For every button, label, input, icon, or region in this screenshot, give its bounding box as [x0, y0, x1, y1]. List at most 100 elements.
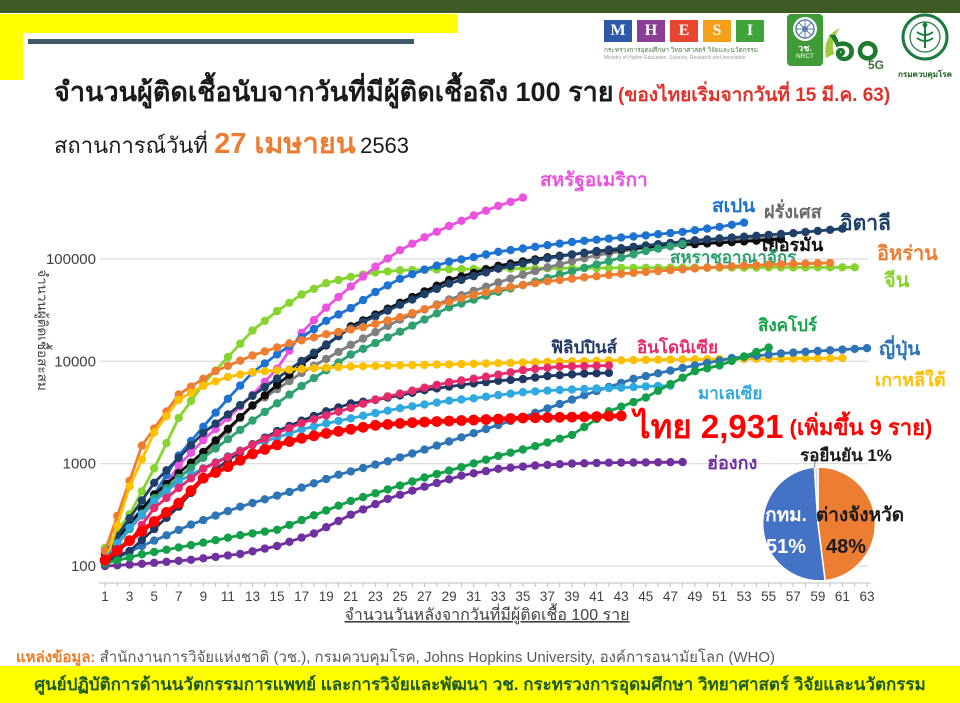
mhesi-ministry-thai: กระทรวงการอุดมศึกษา วิทยาศาสตร์ วิจัยและ… [604, 47, 758, 54]
series-dot-usa [395, 246, 405, 255]
mhesi-ministry-english: Ministry of Higher Education, Science, R… [604, 55, 746, 61]
series-dot-france [531, 266, 540, 276]
series-dot-italy [764, 230, 773, 240]
series-dot-uk [580, 263, 589, 272]
series-dot-malaysia [629, 382, 638, 392]
series-dot-italy [776, 229, 786, 239]
series-dot-usa [371, 262, 380, 271]
mhesi-letter-H: H [637, 20, 665, 42]
series-dot-spain [199, 422, 208, 431]
series-dot-thailand [345, 423, 357, 435]
series-dot-usa [309, 316, 319, 325]
series-dot-indonesia [309, 415, 319, 424]
series-dot-iran [481, 288, 491, 297]
x-tick-label-61: 61 [835, 589, 850, 604]
series-dot-korea [150, 428, 159, 437]
series-dot-usa [444, 221, 454, 231]
series-label-japan: ญี่ปุ่น [879, 335, 920, 361]
series-dot-korea [322, 363, 331, 372]
series-dot-china [838, 263, 847, 272]
series-dot-italy [444, 279, 454, 288]
y-tick-label-1000: 1000 [63, 456, 96, 473]
series-dot-singapore [580, 422, 589, 432]
series-dot-spain [543, 241, 552, 250]
series-dot-korea [285, 365, 294, 374]
series-dot-hongkong [481, 466, 491, 476]
series-dot-hongkong [260, 544, 269, 553]
series-dot-indonesia [186, 474, 196, 483]
series-dot-uk [297, 381, 306, 391]
series-dot-uk [395, 327, 405, 336]
series-dot-iran [199, 374, 208, 383]
series-dot-hongkong [309, 529, 319, 538]
series-dot-uk [223, 435, 233, 444]
series-label-italy: อิตาลี [840, 211, 891, 235]
x-tick-label-29: 29 [442, 589, 457, 604]
series-dot-hongkong [604, 458, 614, 467]
series-dot-thailand [603, 410, 615, 422]
series-dot-malaysia [420, 400, 429, 409]
series-dot-china [604, 263, 614, 273]
series-dot-korea [789, 354, 798, 363]
series-dot-indonesia [604, 361, 614, 370]
series-dot-spain [666, 228, 675, 238]
series-dot-iran [420, 305, 429, 314]
series-dot-china [617, 263, 626, 273]
series-dot-italy [322, 340, 331, 349]
series-dot-indonesia [260, 434, 269, 444]
series-dot-korea [469, 359, 478, 368]
x-tick-label-45: 45 [638, 589, 653, 604]
series-label-indonesia: อินโดนิเซีย [637, 337, 718, 357]
series-dot-italy [248, 391, 257, 400]
series-dot-malaysia [383, 406, 392, 415]
series-dot-japan [580, 391, 589, 400]
series-dot-japan [162, 531, 171, 540]
series-dot-spain [567, 237, 577, 247]
series-dot-singapore [444, 466, 454, 475]
series-dot-malaysia [506, 389, 515, 398]
series-dot-thailand [197, 472, 209, 484]
series-dot-italy [518, 259, 528, 268]
series-dot-japan [567, 395, 577, 404]
series-dot-singapore [543, 438, 552, 447]
series-dot-hongkong [125, 560, 134, 569]
y-tick-label-100: 100 [71, 558, 96, 575]
series-dot-uk [604, 256, 614, 266]
series-dot-iran [531, 279, 540, 288]
x-tick-label-39: 39 [565, 589, 580, 604]
x-tick-label-21: 21 [343, 589, 358, 604]
series-dot-korea [481, 359, 491, 368]
x-tick-label-15: 15 [270, 589, 285, 604]
series-dot-china [346, 272, 355, 281]
pie-slice-กทม. [762, 466, 826, 582]
pie-pending-label: รอยืนยัน 1% [800, 445, 892, 465]
series-dot-japan [813, 346, 822, 356]
series-dot-japan [862, 344, 872, 353]
series-dot-italy [494, 264, 503, 273]
subtitle-year: 2563 [360, 133, 410, 158]
series-dot-japan [223, 506, 233, 516]
series-dot-iran [211, 366, 220, 376]
series-dot-spain [432, 261, 441, 270]
series-dot-iran [334, 327, 343, 337]
series-dot-korea [383, 361, 392, 370]
series-dot-usa [346, 282, 355, 291]
series-dot-usa [420, 233, 429, 242]
series-dot-indonesia [322, 411, 331, 420]
series-dot-spain [690, 226, 700, 235]
pie-province-label: ต่างจังหวัด [816, 505, 904, 526]
series-dot-singapore [506, 448, 515, 457]
series-dot-germany [272, 380, 282, 390]
series-dot-korea [531, 358, 540, 367]
nrct-thai-abbr: วช. [798, 43, 812, 53]
series-dot-singapore [297, 515, 306, 525]
series-dot-hongkong [408, 486, 417, 495]
series-dot-singapore [432, 469, 441, 479]
series-label-malaysia: มาเลเซีย [698, 383, 762, 403]
series-dot-malaysia [432, 398, 441, 407]
series-dot-japan [469, 429, 478, 438]
series-dot-korea [629, 355, 638, 365]
series-dot-philippines [494, 376, 503, 385]
series-dot-iran [272, 343, 282, 352]
